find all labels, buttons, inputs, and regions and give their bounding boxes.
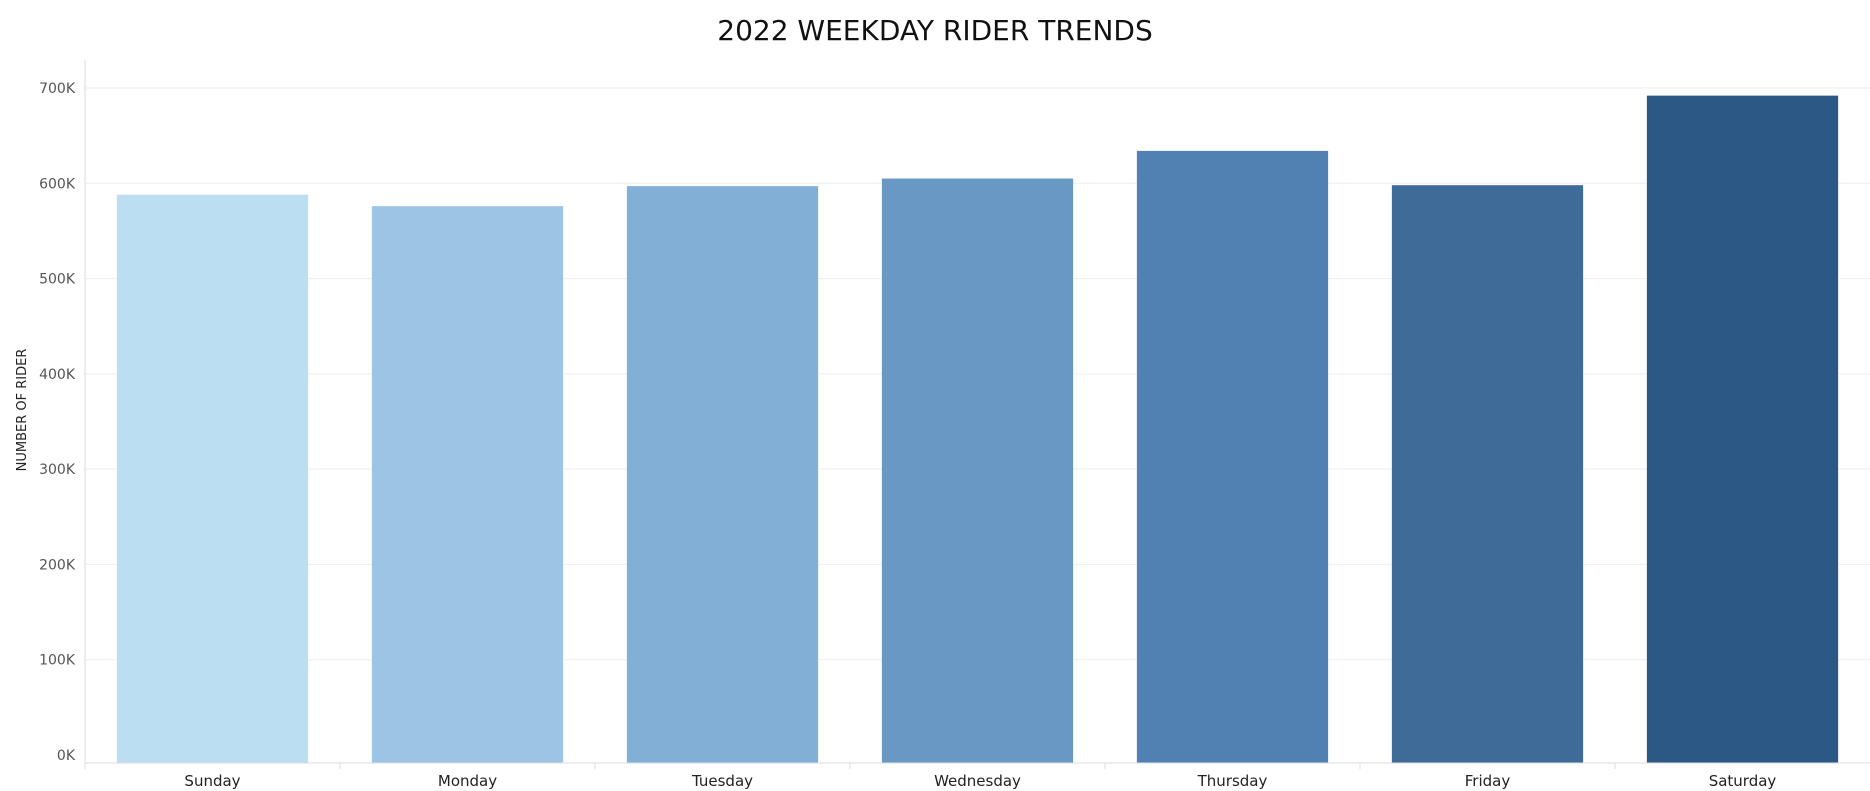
x-tick-label-monday: Monday [438, 772, 497, 790]
x-tick-label-sunday: Sunday [184, 772, 240, 790]
x-axis-ticks: Sunday Monday Tuesday Wednesday Thursday Frid… [184, 763, 1776, 790]
x-tick-label-tuesday: Tuesday [691, 772, 753, 790]
y-tick-label-100k: 100K [39, 653, 76, 669]
bar-sunday[interactable] [116, 194, 309, 764]
y-tick-label-300k: 300K [39, 462, 76, 478]
chart-title: 2022 WEEKDAY RIDER TRENDS [717, 14, 1153, 47]
bar-monday[interactable] [371, 206, 564, 763]
x-tick-label-wednesday: Wednesday [934, 772, 1021, 790]
y-tick-label-200k: 200K [39, 557, 76, 573]
bar-tuesday[interactable] [626, 186, 819, 763]
y-tick-label-0k: 0K [57, 748, 76, 764]
bar-saturday[interactable] [1646, 95, 1839, 763]
x-tick-label-friday: Friday [1465, 772, 1511, 790]
y-axis-ticks: 0K 100K 200K 300K 400K 500K 600K 700K [39, 81, 76, 764]
x-tick-label-saturday: Saturday [1709, 772, 1777, 790]
y-tick-label-600k: 600K [39, 176, 76, 192]
bars [116, 95, 1839, 764]
y-tick-label-400k: 400K [39, 367, 76, 383]
y-tick-label-700k: 700K [39, 81, 76, 97]
bar-thursday[interactable] [1136, 150, 1329, 764]
x-tick-label-thursday: Thursday [1197, 772, 1268, 790]
y-tick-label-500k: 500K [39, 272, 76, 288]
y-axis-label: NUMBER OF RIDER [15, 349, 30, 472]
bar-wednesday[interactable] [881, 178, 1074, 763]
bar-friday[interactable] [1391, 185, 1584, 764]
